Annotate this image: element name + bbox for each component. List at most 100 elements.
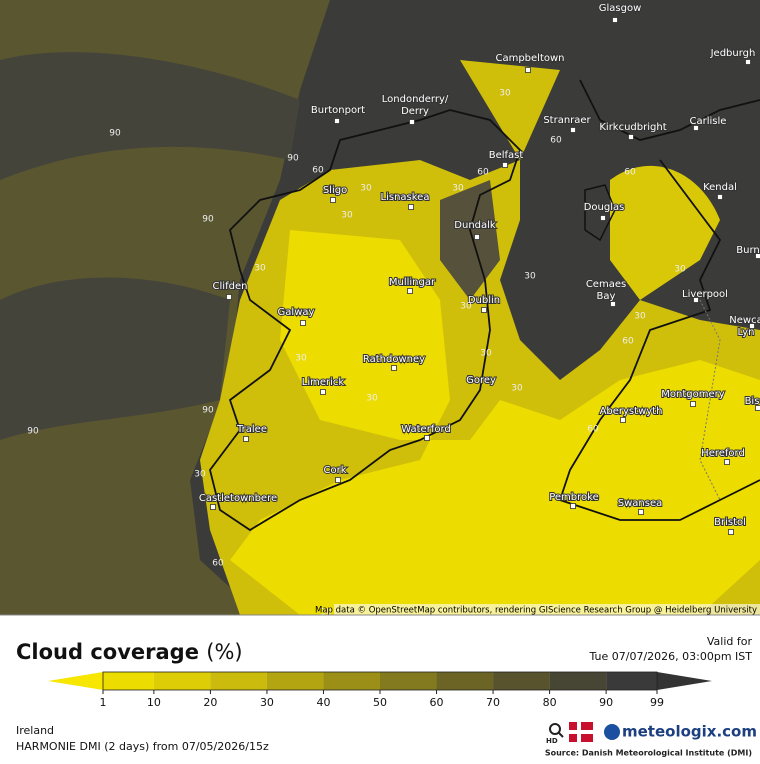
city-dot xyxy=(718,195,723,200)
city-label: Lisnaskea xyxy=(381,192,430,203)
city-dot xyxy=(410,120,415,125)
contour-label: 90 xyxy=(202,215,214,225)
city-label: Liverpool xyxy=(682,289,728,300)
city-label: Cork xyxy=(323,465,346,476)
zoom-icon xyxy=(559,733,563,737)
city-dot xyxy=(729,530,734,535)
contour-label: 90 xyxy=(202,406,214,416)
city-label: Pembroke xyxy=(549,492,599,503)
city-label: Londonderry/ xyxy=(382,94,449,105)
city-dot xyxy=(503,163,508,168)
contour-label: 30 xyxy=(254,264,266,274)
city-label: Stranraer xyxy=(543,115,591,126)
legend-tick-label: 1 xyxy=(100,696,107,709)
contour-label: 30 xyxy=(366,394,378,404)
contour-label: 30 xyxy=(634,312,646,322)
valid-label: Valid for xyxy=(707,635,753,648)
city-label: Derry xyxy=(401,106,429,117)
city-dot xyxy=(611,302,616,307)
city-dot xyxy=(475,235,480,240)
contour-label: 30 xyxy=(341,211,353,221)
city-label: Bay xyxy=(597,291,616,302)
legend-segment xyxy=(323,672,380,690)
hd-label: HD xyxy=(546,737,558,745)
legend-tick-label: 60 xyxy=(430,696,444,709)
city-dot xyxy=(336,478,341,483)
legend-segment xyxy=(267,672,324,690)
city-label: Douglas xyxy=(584,202,625,213)
city-label: Hereford xyxy=(701,448,745,459)
contour-label: 30 xyxy=(295,354,307,364)
contour-label: 60 xyxy=(550,136,562,146)
city-dot xyxy=(409,205,414,210)
city-dot xyxy=(526,68,531,73)
city-dot xyxy=(571,504,576,509)
legend-tick-label: 99 xyxy=(650,696,664,709)
city-dot xyxy=(639,510,644,515)
legend-tick-label: 90 xyxy=(599,696,613,709)
legend-tick-label: 40 xyxy=(316,696,330,709)
city-label: Burn xyxy=(736,245,759,256)
legend-tick-label: 30 xyxy=(260,696,274,709)
city-label: Waterford xyxy=(401,424,450,435)
title-text: Cloud coverage xyxy=(16,640,199,664)
city-dot xyxy=(725,460,730,465)
city-dot xyxy=(335,119,340,124)
city-dot xyxy=(331,198,336,203)
city-label: Bis xyxy=(745,396,760,407)
city-label: Rathdowney xyxy=(363,354,425,365)
contour-label: 30 xyxy=(452,184,464,194)
legend-tick-label: 10 xyxy=(147,696,161,709)
contour-label: 60 xyxy=(477,168,489,178)
city-label: Newca xyxy=(729,315,760,326)
city-label: Bristol xyxy=(714,517,746,528)
city-label: Aberystwyth xyxy=(600,406,663,417)
city-dot xyxy=(621,418,626,423)
city-label: Belfast xyxy=(489,150,524,161)
city-label: Sligo xyxy=(323,185,347,196)
city-dot xyxy=(601,216,606,221)
city-label: Dundalk xyxy=(454,220,496,231)
contour-label: 30 xyxy=(499,89,511,99)
legend-cap xyxy=(48,672,103,690)
city-dot xyxy=(425,436,430,441)
city-label: Campbeltown xyxy=(495,53,564,64)
city-label: Limerick xyxy=(302,377,345,388)
contour-label: 90 xyxy=(109,129,121,139)
contour-label: 30 xyxy=(480,349,492,359)
source: Source: Danish Meteorological Institute … xyxy=(545,749,752,758)
city-dot xyxy=(392,366,397,371)
region: Ireland xyxy=(16,724,54,737)
legend-segment xyxy=(210,672,267,690)
legend-cap xyxy=(657,672,712,690)
city-label: Castletownbere xyxy=(199,493,277,504)
contour-label: 60 xyxy=(624,168,636,178)
contour-label: 60 xyxy=(212,559,224,569)
city-dot xyxy=(571,128,576,133)
brand-logo xyxy=(604,724,620,740)
city-dot xyxy=(227,295,232,300)
city-label: Burtonport xyxy=(311,105,365,116)
city-label: Swansea xyxy=(618,498,662,509)
contour-label: 30 xyxy=(674,265,686,275)
city-label: Clifden xyxy=(213,281,248,292)
zoom-icon[interactable] xyxy=(550,724,560,734)
city-label: Galway xyxy=(278,307,315,318)
city-label: Cemaes xyxy=(586,279,626,290)
legend-segment xyxy=(380,672,437,690)
city-label: Kendal xyxy=(703,182,737,193)
legend-segment xyxy=(154,672,211,690)
city-dot xyxy=(244,437,249,442)
city-label: Jedburgh xyxy=(710,48,756,59)
contour-label: 30 xyxy=(194,470,206,480)
brand[interactable]: meteologix.com xyxy=(622,723,757,741)
contour-label: 60 xyxy=(622,337,634,347)
legend-tick-label: 70 xyxy=(486,696,500,709)
city-dot xyxy=(691,402,696,407)
city-dot xyxy=(321,390,326,395)
legend-tick-label: 80 xyxy=(543,696,557,709)
city-label: Gorey xyxy=(466,375,496,386)
contour-label: 90 xyxy=(27,427,39,437)
legend-segment xyxy=(493,672,550,690)
